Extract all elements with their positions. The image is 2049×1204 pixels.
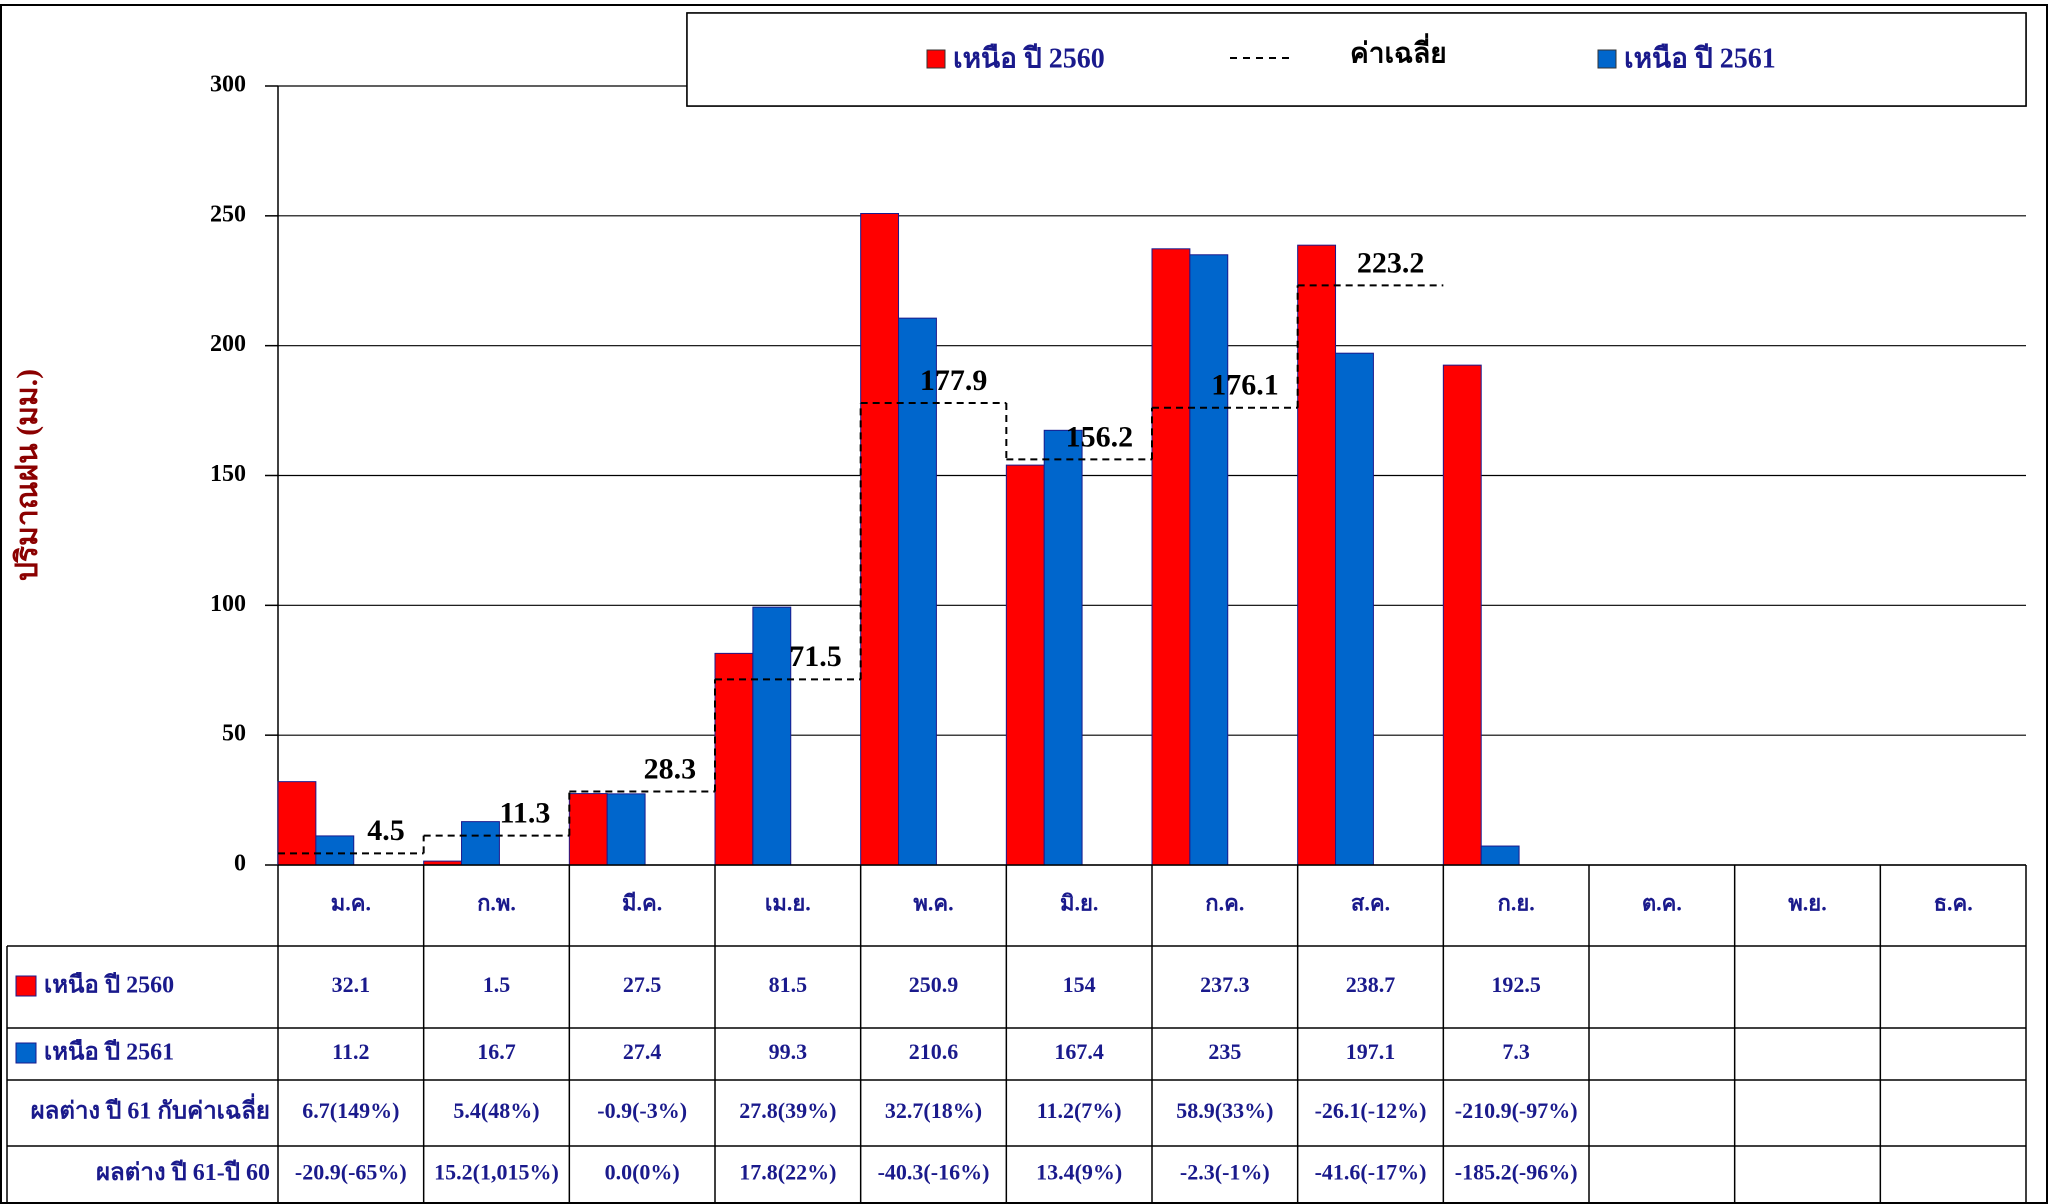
legend-swatch: [926, 49, 946, 69]
y-axis-label: ปริมาณฝน (มม.): [11, 369, 44, 581]
table-cell: 0.0(0%): [605, 1160, 680, 1185]
x-tick-label: ส.ค.: [1351, 891, 1390, 916]
y-tick-label: 300: [210, 72, 246, 98]
bar: [714, 652, 754, 866]
bar: [1005, 464, 1045, 866]
bar: [860, 212, 900, 866]
table-cell: -20.9(-65%): [295, 1160, 407, 1185]
average-label: 223.2: [1357, 246, 1425, 279]
bar: [898, 317, 937, 866]
bar: [1151, 248, 1191, 866]
average-label: 177.9: [920, 364, 988, 397]
y-tick-label: 0: [234, 851, 246, 877]
bar: [1442, 364, 1482, 866]
table-cell: 58.9(33%): [1176, 1098, 1273, 1123]
table-cell: 32.1: [332, 972, 371, 997]
average-label: 71.5: [789, 640, 842, 673]
bar: [1043, 429, 1083, 866]
y-tick-label: 150: [210, 461, 246, 487]
table-cell: 15.2(1,015%): [434, 1160, 559, 1185]
table-cell: 238.7: [1346, 972, 1396, 997]
legend-box: [686, 12, 2027, 107]
legend-label: ค่าเฉลี่ย: [1350, 32, 1447, 69]
x-tick-label: มิ.ย.: [1060, 891, 1098, 916]
table-cell: 154: [1063, 972, 1096, 997]
table-cell: 197.1: [1346, 1039, 1396, 1064]
bar: [315, 835, 355, 866]
table-cell: -26.1(-12%): [1315, 1098, 1427, 1123]
table-cell: -2.3(-1%): [1180, 1160, 1270, 1185]
bar: [1480, 845, 1520, 866]
table-cell: 250.9: [909, 972, 959, 997]
bar: [1189, 254, 1229, 866]
table-cell: 32.7(18%): [885, 1098, 982, 1123]
table-row-label: เหนือ ปี 2561: [44, 1039, 174, 1066]
table-cell: -185.2(-96%): [1455, 1160, 1578, 1185]
table-row-label: ผลต่าง ปี 61 กับค่าเฉลี่ย: [31, 1093, 270, 1125]
table-row-label: ผลต่าง ปี 61-ปี 60: [96, 1159, 270, 1186]
average-label: 4.5: [367, 814, 405, 847]
bar: [277, 781, 317, 866]
table-cell: -41.6(-17%): [1315, 1160, 1427, 1185]
x-tick-label: ก.พ.: [477, 891, 516, 916]
y-tick-label: 200: [210, 331, 246, 357]
table-cell: 192.5: [1491, 972, 1541, 997]
average-label: 28.3: [644, 752, 697, 785]
table-cell: -0.9(-3%): [597, 1098, 687, 1123]
bar: [1335, 352, 1374, 866]
table-cell: 11.2(7%): [1037, 1098, 1122, 1123]
table-cell: 167.4: [1054, 1039, 1104, 1064]
legend-swatch: [1597, 49, 1617, 69]
table-cell: 13.4(9%): [1036, 1160, 1122, 1185]
average-label: 176.1: [1211, 369, 1279, 402]
bar: [1297, 244, 1337, 866]
bar: [568, 793, 608, 866]
bar: [752, 606, 792, 866]
x-tick-label: ก.ย.: [1498, 891, 1535, 916]
x-tick-label: พ.ค.: [913, 891, 953, 916]
bar: [461, 821, 500, 866]
x-tick-label: พ.ย.: [1788, 891, 1826, 916]
table-cell: 81.5: [769, 972, 808, 997]
table-cell: 27.4: [623, 1039, 662, 1064]
x-tick-label: เม.ย.: [765, 891, 811, 916]
table-cell: 11.2: [332, 1039, 369, 1064]
table-cell: 1.5: [483, 972, 511, 997]
table-cell: 99.3: [769, 1039, 808, 1064]
table-row-label: เหนือ ปี 2560: [44, 972, 174, 999]
table-cell: 235: [1208, 1039, 1241, 1064]
table-cell: 6.7(149%): [302, 1098, 399, 1123]
y-tick-label: 250: [210, 201, 246, 227]
x-tick-label: ธ.ค.: [1934, 891, 1973, 916]
table-cell: 5.4(48%): [453, 1098, 539, 1123]
average-label: 11.3: [500, 797, 551, 830]
legend-label: เหนือ ปี 2560: [953, 42, 1105, 74]
table-cell: 27.8(39%): [739, 1098, 836, 1123]
table-cell: 16.7: [477, 1039, 516, 1064]
table-swatch: [15, 975, 37, 997]
legend-label: เหนือ ปี 2561: [1624, 42, 1776, 74]
table-cell: -210.9(-97%): [1455, 1098, 1578, 1123]
x-tick-label: ม.ค.: [331, 891, 371, 916]
table-cell: -40.3(-16%): [878, 1160, 990, 1185]
table-cell: 237.3: [1200, 972, 1250, 997]
table-cell: 210.6: [909, 1039, 959, 1064]
bar: [606, 793, 646, 866]
table-cell: 27.5: [623, 972, 662, 997]
y-tick-label: 50: [222, 721, 246, 747]
table-cell: 17.8(22%): [739, 1160, 836, 1185]
table-swatch: [15, 1042, 37, 1064]
average-label: 156.2: [1066, 420, 1134, 453]
table-cell: 7.3: [1502, 1039, 1530, 1064]
x-tick-label: ก.ค.: [1205, 891, 1244, 916]
x-tick-label: มี.ค.: [622, 891, 662, 916]
y-tick-label: 100: [210, 591, 246, 617]
x-tick-label: ต.ค.: [1642, 891, 1682, 916]
